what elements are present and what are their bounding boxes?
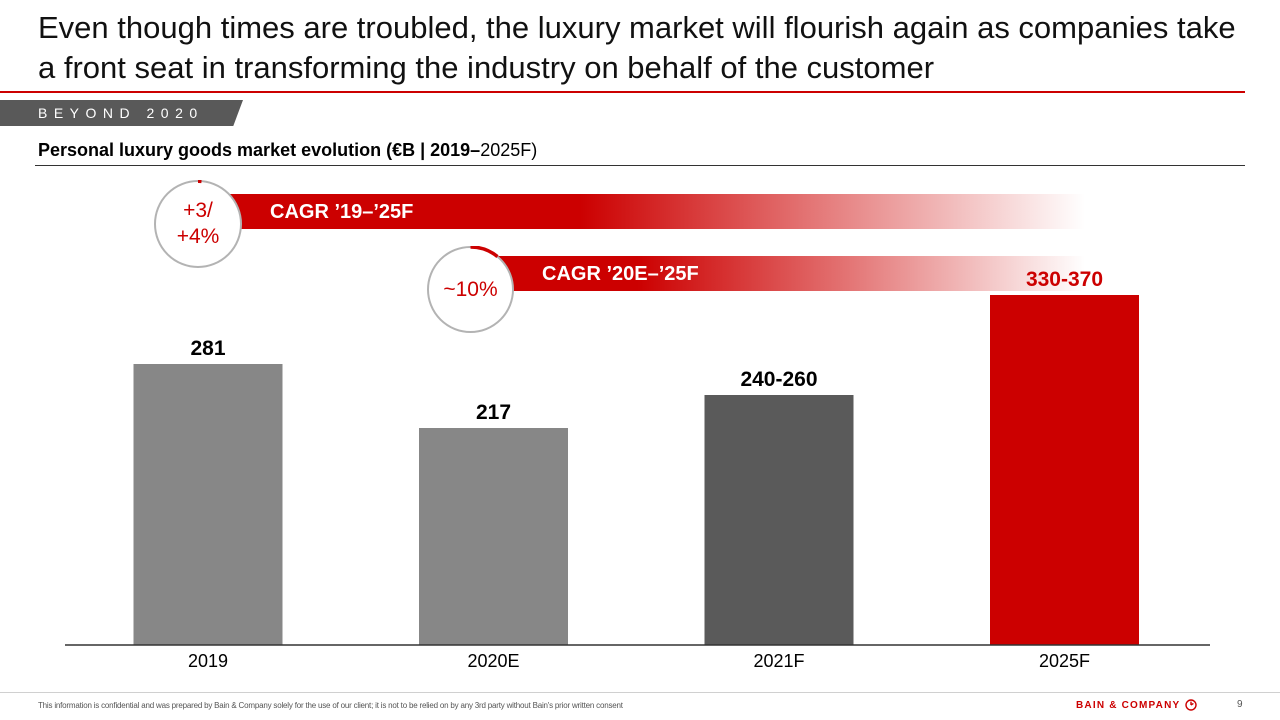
cagr-arc-2019-2025 <box>197 180 202 184</box>
subtitle-divider <box>35 165 1245 166</box>
bar-value-label-2025f: 330-370 <box>1026 268 1103 291</box>
cagr-label-2019-2025: CAGR ’19–’25F <box>270 201 414 223</box>
bar-value-label-2019: 281 <box>190 337 225 360</box>
bar-2025f <box>990 295 1139 645</box>
logo-text: BAIN & COMPANY <box>1076 699 1181 711</box>
cagr-value-circle-2020-2025: ~10% <box>427 246 514 333</box>
cagr-arc-2020-2025 <box>470 246 499 258</box>
section-tag: BEYOND 2020 <box>0 100 243 126</box>
logo-clock-icon <box>1185 699 1198 711</box>
cagr-value-line2: +4% <box>176 225 220 248</box>
footer-divider <box>0 692 1280 693</box>
category-label-2019: 2019 <box>188 651 228 671</box>
cagr-banner-2020-2025 <box>488 256 1085 291</box>
cagr-banner-2019-2025 <box>215 194 1085 229</box>
confidentiality-disclaimer: This information is confidential and was… <box>38 701 623 710</box>
cagr-value-line1: +3/ <box>183 199 213 222</box>
chart-subtitle: Personal luxury goods market evolution (… <box>38 140 537 161</box>
slide-headline: Even though times are troubled, the luxu… <box>38 10 1236 85</box>
bar-2019 <box>133 364 283 645</box>
cagr-label-2020-2025: CAGR ’20E–’25F <box>542 263 699 285</box>
category-label-2021f: 2021F <box>753 651 804 671</box>
headline-divider <box>0 91 1245 93</box>
cagr-value: ~10% <box>443 277 498 301</box>
bar-value-label-2020e: 217 <box>476 401 511 424</box>
section-tag-label: BEYOND 2020 <box>38 105 204 121</box>
bar-2021f <box>704 395 854 645</box>
company-logo: BAIN & COMPANY <box>1076 699 1198 711</box>
bar-value-label-2021f: 240-260 <box>740 368 817 391</box>
category-label-2020e: 2020E <box>467 651 519 671</box>
subtitle-regular: 2025F) <box>480 140 538 160</box>
page-number: 9 <box>1237 699 1243 710</box>
category-label-2025f: 2025F <box>1039 651 1090 671</box>
subtitle-bold: Personal luxury goods market evolution (… <box>38 140 481 160</box>
cagr-value-circle-2019-2025: +3/+4% <box>154 180 242 268</box>
bar-2020e <box>419 428 568 645</box>
